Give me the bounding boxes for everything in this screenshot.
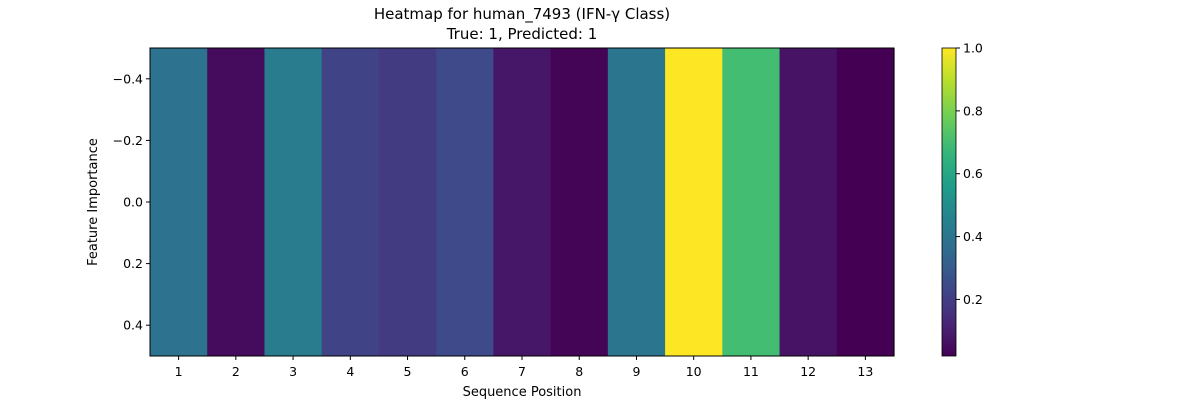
heatmap-cell-2 (207, 48, 266, 356)
y-tick-label: 0.0 (123, 195, 143, 210)
colorbar-tick-label: 0.6 (963, 166, 983, 181)
colorbar-ticks: 0.2 0.4 0.6 0.8 1.0 (956, 41, 983, 307)
heatmap-cell-9 (607, 48, 666, 356)
x-tick-label: 12 (800, 364, 816, 379)
y-tick-label: −0.4 (113, 71, 143, 86)
x-axis-ticks: 1 2 3 4 5 6 7 8 9 10 11 12 13 (175, 356, 873, 379)
chart-title: Heatmap for human_7493 (IFN-γ Class) (374, 5, 670, 24)
heatmap-cell-1 (150, 48, 208, 356)
x-tick-label: 13 (857, 364, 873, 379)
x-tick-label: 10 (686, 364, 702, 379)
x-tick-label: 7 (518, 364, 526, 379)
x-tick-label: 9 (632, 364, 640, 379)
heatmap-cell-4 (321, 48, 380, 356)
heatmap-cell-7 (493, 48, 552, 356)
y-axis-ticks: −0.4 −0.2 0.0 0.2 0.4 (113, 71, 150, 333)
y-tick-label: −0.2 (113, 133, 143, 148)
y-tick-label: 0.2 (123, 256, 143, 271)
x-tick-label: 6 (461, 364, 469, 379)
x-tick-label: 11 (743, 364, 759, 379)
y-tick-label: 0.4 (123, 318, 143, 333)
colorbar (941, 47, 957, 357)
x-tick-label: 4 (346, 364, 354, 379)
heatmap-cell-12 (779, 48, 838, 356)
colorbar-tick-label: 0.8 (963, 103, 983, 118)
heatmap-cell-6 (436, 48, 494, 356)
chart-subtitle: True: 1, Predicted: 1 (446, 25, 598, 43)
colorbar-tick-label: 0.2 (963, 292, 983, 307)
x-tick-label: 8 (575, 364, 583, 379)
x-axis-label: Sequence Position (463, 385, 582, 400)
x-tick-label: 5 (404, 364, 412, 379)
x-tick-label: 3 (289, 364, 297, 379)
y-axis-label: Feature Importance (86, 138, 101, 266)
heatmap-cell-3 (264, 48, 323, 356)
colorbar-tick-label: 0.4 (963, 229, 983, 244)
heatmap-cell-13 (836, 48, 895, 356)
colorbar-tick-label: 1.0 (963, 41, 983, 56)
heatmap-cell-8 (550, 48, 609, 356)
heatmap-cell-5 (378, 48, 437, 356)
x-tick-label: 1 (175, 364, 183, 379)
x-tick-label: 2 (232, 364, 240, 379)
heatmap-cell-11 (722, 48, 781, 356)
heatmap-cell-10 (665, 48, 723, 356)
heatmap-cells (150, 48, 895, 356)
